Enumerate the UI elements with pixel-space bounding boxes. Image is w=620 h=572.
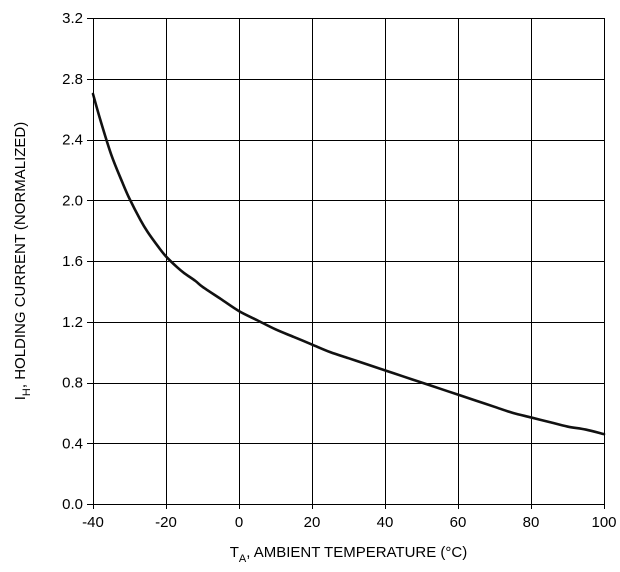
- plot-frame: [92, 17, 606, 506]
- x-tick-label: -40: [82, 514, 104, 531]
- x-tick-label: 20: [304, 514, 321, 531]
- grid: [93, 18, 604, 504]
- x-tick-label: 40: [377, 514, 394, 531]
- ticks: -40 -20 0 20 40 60 80 100 0.0 0.4 0.8 1.2 1.6 2.0 2.4 2…: [62, 10, 616, 531]
- y-tick-label: 1.6: [62, 253, 83, 270]
- x-tick-label: 100: [591, 514, 616, 531]
- y-tick-label: 0.8: [62, 375, 83, 392]
- x-tick-label: 0: [235, 514, 243, 531]
- y-tick-label: 0.4: [62, 435, 83, 452]
- x-tick-label: -20: [155, 514, 177, 531]
- x-tick-label: 60: [450, 514, 467, 531]
- y-axis-title-rest: , HOLDING CURRENT (NORMALIZED): [12, 122, 29, 388]
- y-tick-label: 2.4: [62, 132, 83, 149]
- series-layer: [91, 92, 606, 436]
- y-axis-title: IH, HOLDING CURRENT (NORMALIZED): [12, 122, 33, 401]
- y-tick-label: 2.0: [62, 192, 83, 209]
- y-tick-label: 3.2: [62, 10, 83, 27]
- y-tick-label: 1.2: [62, 314, 83, 331]
- holding-current-curve: [91, 92, 606, 436]
- y-axis-title-main: I: [12, 396, 29, 400]
- x-axis-title: TA, AMBIENT TEMPERATURE (°C): [230, 544, 468, 565]
- x-tick-label: 80: [523, 514, 540, 531]
- y-tick-label: 2.8: [62, 71, 83, 88]
- y-tick-label: 0.0: [62, 496, 83, 513]
- x-axis-title-subscript: A: [239, 553, 247, 565]
- y-axis-title-subscript: H: [21, 388, 33, 396]
- x-axis-title-main: T: [230, 544, 239, 561]
- x-axis-title-rest: , AMBIENT TEMPERATURE (°C): [246, 544, 467, 561]
